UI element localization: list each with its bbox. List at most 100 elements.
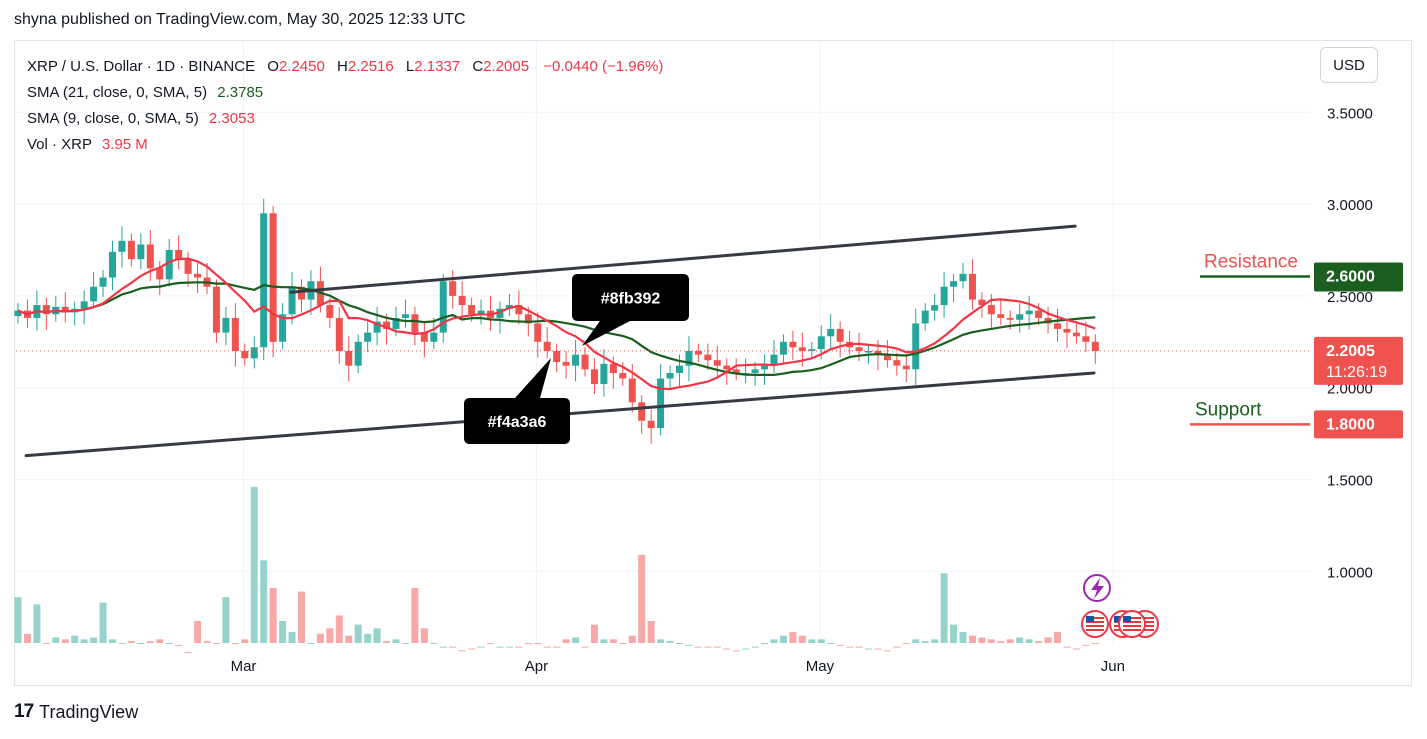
published-line: shyna published on TradingView.com, May …: [14, 11, 466, 28]
candle: [212, 279, 220, 343]
volume-bar: [940, 573, 948, 643]
candle: [562, 350, 570, 379]
candle-body: [109, 251, 116, 278]
volume-bar: [742, 648, 750, 650]
candle-body: [250, 347, 258, 359]
symbol-label[interactable]: XRP / U.S. Dollar · 1D · BINANCE: [27, 58, 256, 75]
flag-stripe: [1086, 617, 1104, 619]
undefined-pointer: [582, 321, 630, 346]
candle: [127, 233, 135, 267]
volume-bar: [524, 643, 532, 644]
candle-body: [1006, 317, 1014, 320]
flag-stripe: [1086, 629, 1104, 631]
candle: [647, 409, 655, 444]
candle-body: [373, 321, 381, 333]
legend-sma21[interactable]: SMA (21, close, 0, SMA, 5) 2.3785: [27, 80, 663, 106]
volume-bar: [316, 633, 324, 643]
candle-body: [543, 341, 551, 351]
volume-bar: [52, 637, 60, 643]
low-label: L: [405, 58, 415, 75]
volume-bar: [487, 643, 494, 644]
currency-button[interactable]: USD: [1320, 47, 1378, 83]
legend-volume[interactable]: Vol · XRP 3.95 M: [27, 132, 663, 158]
volume-bar: [23, 633, 31, 643]
candle-body: [572, 354, 580, 366]
legend: XRP / U.S. Dollar · 1D · BINANCE O2.2450…: [27, 54, 663, 158]
flag-stripe: [1086, 621, 1104, 623]
candle-body: [194, 273, 202, 278]
legend-ohlc: XRP / U.S. Dollar · 1D · BINANCE O2.2450…: [27, 54, 663, 80]
candle: [959, 262, 967, 289]
volume-bar: [156, 639, 164, 643]
volume-bar: [638, 554, 646, 643]
candle-body: [458, 295, 466, 306]
candle: [1072, 321, 1080, 344]
candle-body: [411, 314, 419, 333]
volume-bar: [231, 643, 239, 644]
footer-brand[interactable]: 17 TradingView: [14, 701, 138, 723]
volume-bar: [761, 643, 769, 644]
undefined: #8fb392: [572, 274, 689, 346]
candle: [912, 308, 920, 385]
volume-bar: [14, 597, 22, 643]
volume-bar: [657, 639, 665, 643]
candle: [109, 240, 116, 291]
volume-bar: [109, 639, 116, 643]
candle: [373, 306, 381, 346]
candle-body: [997, 314, 1005, 318]
volume-bar: [562, 639, 570, 643]
volume-bar: [987, 639, 995, 643]
support-price-badge-bg: [1314, 410, 1403, 439]
candle-body: [156, 268, 164, 280]
candle: [515, 290, 523, 325]
sma21-value: 2.3785: [217, 84, 264, 101]
volume-bar: [572, 637, 580, 643]
volume-bar: [373, 628, 381, 643]
candle-body: [534, 323, 542, 342]
volume-bar: [1016, 637, 1024, 643]
candle-body: [449, 281, 457, 296]
legend-sma9[interactable]: SMA (9, close, 0, SMA, 5) 2.3053: [27, 106, 663, 132]
candle: [241, 343, 249, 366]
undefined-box: [572, 274, 689, 321]
flag-stripe: [1123, 617, 1141, 619]
volume-bar: [279, 620, 287, 643]
volume-bar: [732, 650, 740, 652]
volume-bar: [694, 646, 702, 648]
candle: [581, 347, 589, 377]
volume-bar: [411, 587, 419, 643]
last-price-badge-text: 11:26:19: [1326, 364, 1387, 381]
sma9-label: SMA (9, close, 0, SMA, 5): [27, 110, 199, 127]
candle: [742, 358, 750, 384]
undefined-box: [464, 398, 570, 444]
sma21-line: [17, 281, 1096, 376]
candle-body: [468, 305, 476, 315]
volume-bar: [288, 631, 296, 643]
candle-body: [1054, 323, 1061, 329]
resistance-label: Resistance: [1204, 252, 1298, 273]
candle: [1082, 321, 1090, 352]
volume-bar: [770, 639, 778, 643]
volume-bar: [704, 646, 712, 648]
candle: [420, 321, 428, 358]
y-tick-label: 1.0000: [1327, 564, 1373, 581]
candle-body: [987, 305, 995, 315]
volume-bar: [817, 639, 825, 643]
flag-stripe: [1123, 629, 1141, 631]
volume-bar: [836, 644, 844, 646]
candle: [732, 358, 740, 381]
volume-bar: [307, 643, 315, 644]
candle-body: [288, 286, 296, 315]
candle-body: [279, 314, 287, 342]
candle: [657, 363, 665, 436]
volume-bar: [184, 652, 192, 654]
volume-bar: [458, 650, 466, 652]
candle: [572, 339, 580, 382]
volume-bar: [175, 644, 183, 646]
open-value: 2.2450: [278, 58, 325, 75]
candle-body: [827, 328, 835, 337]
flag-canton: [1123, 616, 1131, 622]
candle-body: [761, 365, 769, 370]
candle: [1054, 308, 1061, 342]
